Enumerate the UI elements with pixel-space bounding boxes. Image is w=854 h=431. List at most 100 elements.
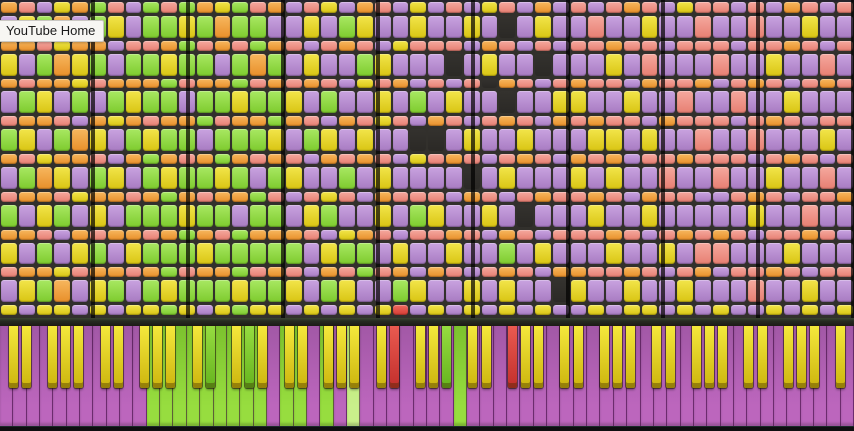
- note-block: [819, 229, 836, 240]
- note-block: [445, 116, 462, 127]
- note-block: [54, 242, 71, 265]
- note-block: [161, 2, 177, 13]
- note-block: [712, 40, 729, 51]
- note-block: [267, 305, 284, 316]
- note-block: [267, 267, 284, 278]
- note-block: [178, 78, 195, 89]
- note-block: [801, 280, 818, 303]
- note-block: [250, 267, 266, 278]
- note-block: [712, 53, 729, 76]
- note-block: [36, 116, 53, 127]
- note-block: [730, 166, 747, 189]
- note-block: [54, 267, 71, 278]
- note-block: [125, 116, 142, 127]
- note-block: [285, 305, 302, 316]
- note-block: [570, 280, 587, 303]
- note-block: [107, 267, 124, 278]
- note-block: [178, 2, 195, 13]
- note-block: [677, 129, 694, 152]
- note-block: [695, 154, 711, 164]
- note-block: [196, 91, 213, 114]
- note-block: [250, 40, 266, 51]
- note-block: [801, 15, 818, 38]
- note-block: [107, 242, 124, 265]
- note-block: [641, 116, 658, 127]
- note-block: [534, 229, 551, 240]
- note-block: [712, 129, 729, 152]
- note-block: [730, 91, 747, 114]
- note-block: [730, 280, 747, 303]
- note-block: [232, 305, 249, 316]
- note-block: [250, 191, 266, 202]
- note-block: [606, 305, 622, 316]
- note-block: [143, 53, 160, 76]
- note-block: [214, 116, 231, 127]
- note-block: [499, 267, 516, 278]
- note-block: [392, 91, 409, 114]
- note-block: [570, 15, 587, 38]
- note-block: [606, 204, 622, 227]
- note-block: [766, 191, 783, 202]
- youtube-home-tooltip: YouTube Home: [0, 20, 105, 42]
- piano-key-white: [226, 326, 241, 426]
- note-block: [588, 91, 605, 114]
- note-block: [623, 15, 640, 38]
- note-block: [588, 204, 605, 227]
- note-block: [36, 91, 53, 114]
- note-block: [481, 129, 498, 152]
- note-block: [677, 267, 694, 278]
- note-block: [606, 166, 622, 189]
- note-block: [214, 305, 231, 316]
- note-block: [837, 2, 854, 13]
- note-block: [499, 116, 516, 127]
- note-block: [1, 129, 17, 152]
- piano-key-white: [533, 326, 548, 426]
- note-block: [641, 78, 658, 89]
- note-block: [552, 78, 569, 89]
- note-block: [72, 78, 88, 89]
- note-block: [161, 191, 177, 202]
- note-block: [18, 53, 35, 76]
- note-block: [534, 204, 551, 227]
- note-block: [623, 280, 640, 303]
- note-block: [517, 78, 533, 89]
- note-block: [89, 166, 106, 189]
- note-block: [730, 191, 747, 202]
- note-block: [356, 91, 373, 114]
- note-block: [178, 40, 195, 51]
- note-block: [267, 229, 284, 240]
- piano-key-white: [773, 326, 788, 426]
- note-block: [552, 53, 569, 76]
- note-block: [730, 229, 747, 240]
- note-block: [125, 191, 142, 202]
- note-block: [659, 280, 676, 303]
- note-block: [232, 191, 249, 202]
- note-block: [730, 242, 747, 265]
- note-block: [659, 91, 676, 114]
- note-block: [196, 267, 213, 278]
- note-block: [392, 78, 409, 89]
- note-block: [321, 78, 338, 89]
- note-block: [766, 2, 783, 13]
- note-block: [321, 191, 338, 202]
- note-block: [303, 267, 320, 278]
- note-block: [161, 53, 177, 76]
- note-block: [161, 154, 177, 164]
- note-block: [837, 166, 854, 189]
- note-block: [499, 305, 516, 316]
- note-block: [89, 305, 106, 316]
- note-block: [837, 305, 854, 316]
- note-block: [72, 204, 88, 227]
- note-block: [143, 2, 160, 13]
- note-block: [641, 166, 658, 189]
- note-row: [0, 229, 854, 243]
- note-block: [36, 40, 53, 51]
- note-block: [196, 129, 213, 152]
- note-block: [178, 91, 195, 114]
- note-block: [410, 78, 427, 89]
- piano-key-white: [400, 326, 414, 426]
- note-block: [445, 129, 462, 152]
- note-block: [285, 40, 302, 51]
- note-block: [606, 191, 622, 202]
